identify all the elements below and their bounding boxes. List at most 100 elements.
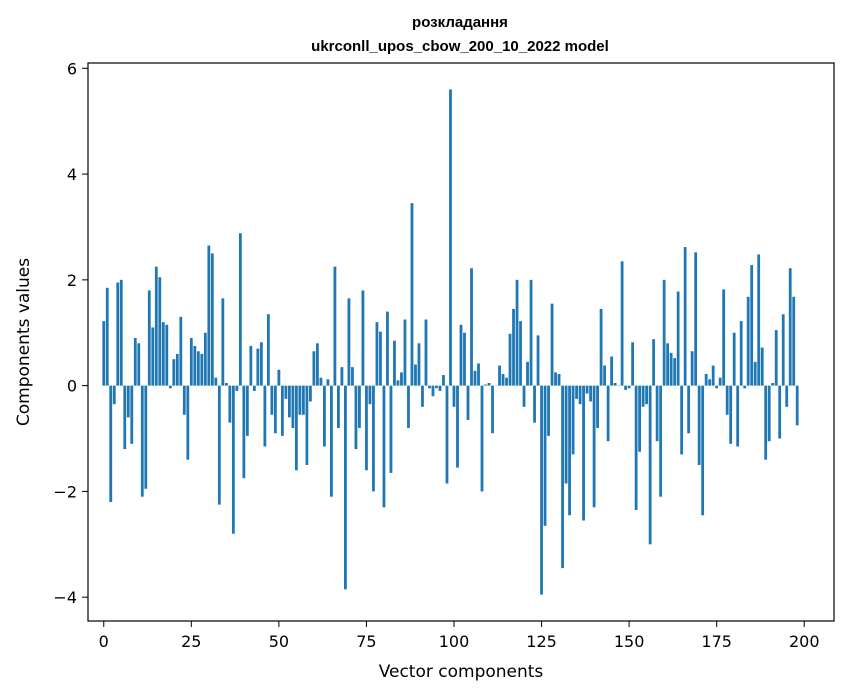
bar-96 [438,385,442,391]
bar-138 [585,385,589,394]
bar-15 [154,266,158,386]
bar-182 [739,321,743,386]
bar-46 [263,385,267,447]
x-tick-label: 200 [789,632,820,651]
bar-38 [235,385,239,391]
bar-116 [508,333,512,386]
bar-135 [575,385,578,399]
bar-53 [287,385,291,418]
bar-125 [540,385,543,595]
bar-62 [319,377,323,386]
bar-60 [312,351,316,386]
bar-37 [231,385,235,534]
bar-72 [354,385,358,450]
bar-131 [561,385,564,569]
bar-71 [351,367,354,386]
bar-54 [291,385,295,428]
bar-19 [168,385,172,389]
bar-35 [224,382,228,386]
x-tick-label: 0 [99,632,109,651]
bar-61 [316,343,319,386]
y-axis-label: Components values [14,258,34,426]
bar-148 [620,261,624,386]
bar-119 [519,321,522,386]
bar-90 [417,343,421,386]
bar-152 [634,385,638,510]
bar-169 [694,252,698,386]
bar-58 [305,385,309,465]
bar-12 [144,385,148,489]
bar-120 [522,385,526,407]
bar-28 [200,353,204,386]
bar-190 [767,385,771,442]
x-tick-label: 25 [181,632,201,651]
bar-157 [652,339,656,386]
bar-193 [778,385,782,439]
bar-130 [557,374,561,386]
bar-124 [536,335,540,386]
bar-75 [365,385,368,471]
bar-104 [466,385,470,421]
bar-187 [757,254,761,386]
bar-167 [687,385,691,434]
bar-111 [491,385,494,434]
bars-group [102,89,799,595]
bar-92 [424,319,428,386]
bar-128 [550,303,554,386]
bar-16 [158,277,162,386]
y-axis-ticks: −4 −2 0 2 4 6 [53,59,88,607]
bar-186 [753,361,757,386]
bar-192 [774,330,778,386]
x-tick-label: 75 [356,632,376,651]
bar-29 [203,332,207,386]
bar-80 [382,385,386,508]
bar-194 [781,314,785,386]
bar-59 [309,385,312,402]
bar-149 [624,385,628,390]
bar-56 [298,385,302,415]
bar-21 [175,353,179,386]
bar-158 [655,385,659,442]
bar-85 [400,372,403,386]
bar-65 [330,385,333,497]
x-tick-label: 100 [439,632,470,651]
bar-185 [750,265,754,386]
bar-179 [729,385,733,444]
bar-165 [680,385,684,455]
bar-95 [435,385,438,389]
bar-69 [344,385,347,590]
bar-87 [407,385,410,428]
bar-170 [697,385,701,465]
x-tick-label: 150 [614,632,645,651]
x-axis-ticks: 0 25 50 75 100 125 150 175 200 [99,621,820,651]
bar-93 [428,385,431,389]
bar-180 [732,332,736,386]
bar-117 [512,308,515,386]
bar-94 [431,385,435,397]
bar-79 [379,331,382,386]
bar-163 [673,358,677,386]
bar-82 [389,385,393,473]
bar-4 [116,282,120,386]
bar-14 [151,327,155,386]
bar-25 [189,338,193,386]
bar-150 [627,385,631,389]
bar-22 [179,316,183,386]
bar-146 [613,382,617,386]
bar-172 [704,374,708,386]
bar-47 [266,314,270,386]
y-tick-label: −4 [53,588,77,607]
bar-144 [606,385,610,442]
bar-36 [228,385,232,423]
bar-7 [126,385,130,418]
bar-9 [133,338,137,386]
bar-6 [123,385,127,450]
bar-5 [119,279,123,386]
bar-156 [648,385,652,545]
bar-189 [764,385,768,460]
plot-frame [87,62,835,622]
bar-109 [484,384,487,386]
bar-184 [746,296,750,386]
bar-74 [361,290,365,386]
bar-64 [326,379,330,386]
